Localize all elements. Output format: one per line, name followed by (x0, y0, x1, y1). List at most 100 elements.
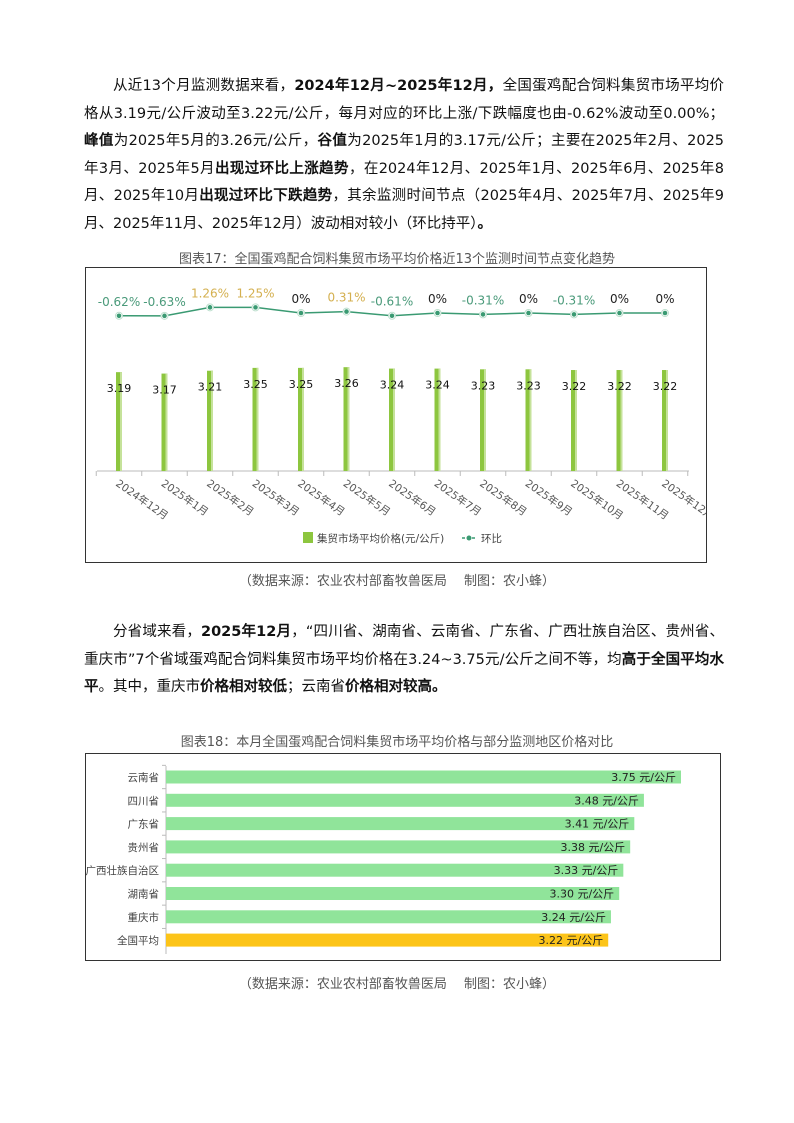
price-data-label: 3.24 (425, 379, 450, 392)
chart18-frame: 云南省 3.75 元/公斤 四川省 3.48 元/公斤 广东省 3.41 元/公斤 贵州省 3… (85, 753, 721, 961)
legend-bar-swatch (303, 532, 313, 543)
region-price-bar (166, 793, 644, 807)
body-text: ，其余监测时间节点（2025年4月、2025年7月、2025年9月、2025年1… (84, 188, 725, 232)
body-text: ，“四川省、湖南省、云南省、广东省、广西壮族自治区、贵州省、重庆市”7个省域蛋鸡… (84, 624, 724, 668)
region-label: 广东省 (128, 818, 160, 831)
price-bar-highlight (393, 368, 395, 471)
price-bar (298, 367, 304, 471)
price-data-label: 3.26 (334, 377, 359, 390)
emphasis-text: 峰值 (84, 133, 114, 149)
price-bar-highlight (302, 367, 304, 471)
price-bar (343, 367, 350, 471)
chart18-title: 图表18：本月全国蛋鸡配合饲料集贸市场平均价格与部分监测地区价格对比 (180, 735, 614, 750)
legend-line-label: 环比 (481, 532, 502, 545)
region-price-label: 3.24 元/公斤 (541, 911, 606, 924)
region-price-label: 3.75 元/公斤 (611, 771, 676, 784)
region-price-bar (166, 770, 681, 784)
mom-data-label: 0% (291, 292, 310, 306)
region-price-label: 3.38 元/公斤 (560, 841, 625, 854)
mom-data-label: 0% (610, 292, 629, 306)
mom-point (389, 313, 395, 319)
body-text: 从近13个月监测数据来看， (113, 78, 295, 94)
mom-data-label: 0% (519, 292, 538, 306)
mom-data-label: -0.61% (371, 295, 413, 309)
region-price-bar (166, 817, 635, 831)
price-bar-highlight (211, 370, 213, 471)
x-axis-label: 2025年8月 (477, 477, 529, 519)
mom-point (162, 313, 167, 319)
emphasis-text: 价格相对较低 (200, 679, 287, 695)
emphasis-text: 出现过环比下跌趋势 (199, 188, 333, 204)
mom-point (480, 312, 486, 317)
price-bar (161, 373, 168, 471)
mom-point (344, 309, 349, 314)
body-text: 为2025年5月的3.26元/公斤， (113, 133, 318, 149)
mom-data-label: -0.31% (462, 293, 504, 307)
mom-point (207, 305, 213, 310)
emphasis-text: 出现过环比上涨趋势 (214, 160, 349, 177)
mom-data-label: 1.26% (191, 286, 229, 300)
mom-data-label: 1.25% (236, 286, 274, 300)
mom-point (116, 313, 122, 319)
region-label: 云南省 (128, 771, 160, 784)
mom-point (253, 305, 258, 310)
region-label: 四川省 (128, 794, 160, 807)
legend-line-marker (466, 535, 472, 541)
region-label: 全国平均 (117, 934, 159, 947)
x-axis-label: 2025年3月 (250, 477, 302, 519)
body-text: ；云南省 (287, 679, 345, 695)
price-bar-highlight (666, 370, 668, 471)
price-data-label: 3.24 (380, 379, 405, 392)
price-bar-highlight (120, 372, 122, 471)
region-price-bar (166, 840, 631, 854)
price-data-label: 3.22 (607, 380, 632, 393)
x-axis-label: 2025年6月 (386, 477, 438, 519)
region-label: 重庆市 (128, 911, 160, 924)
price-bar (116, 372, 122, 471)
mom-data-label: 0.31% (327, 291, 365, 305)
price-data-label: 3.21 (198, 381, 223, 394)
region-label: 广西壮族自治区 (86, 864, 159, 877)
chart18-source-caption: （数据来源：农业农村部畜牧兽医局 制图：农小蜂） (238, 977, 556, 992)
price-bar (571, 370, 577, 471)
region-price-bar (166, 933, 609, 947)
price-data-label: 3.25 (243, 378, 268, 391)
emphasis-text: 谷值 (317, 133, 348, 149)
chart17-svg: 3.192024年12月-0.62%3.172025年1月-0.63%3.212… (95, 286, 717, 545)
mom-data-label: 0% (428, 292, 447, 306)
body-text: ，在2024年12月、2025年1月、2025年6月、2025年8月、2025年… (84, 160, 725, 205)
paragraph-province-comparison: 分省域来看，2025年12月，“四川省、湖南省、云南省、广东省、广西壮族自治区、… (84, 619, 724, 702)
mom-point (571, 312, 577, 317)
price-bar-highlight (484, 369, 486, 471)
body-text: 全国蛋鸡配合饲料集贸市场平均价格从3.19元/公斤波动至3.22元/公斤，每月对… (84, 78, 725, 122)
price-bar-highlight (575, 370, 577, 471)
region-price-label: 3.33 元/公斤 (554, 864, 619, 877)
mom-point (617, 310, 622, 316)
price-bar (252, 367, 259, 471)
price-bar (662, 370, 668, 471)
price-data-label: 3.17 (152, 384, 177, 397)
price-bar (389, 368, 395, 471)
price-data-label: 3.25 (289, 378, 314, 391)
region-label: 湖南省 (128, 888, 160, 901)
emphasis-text: 。 (477, 215, 492, 232)
region-price-bar (166, 910, 611, 924)
emphasis-text: 高于全国平均水平 (84, 651, 724, 696)
price-bar (616, 370, 623, 471)
mom-data-label: -0.31% (553, 293, 595, 307)
x-axis-label: 2025年7月 (432, 477, 484, 519)
x-axis-label: 2025年5月 (341, 477, 393, 519)
body-text: 。其中，重庆市 (98, 679, 201, 695)
price-bar (525, 369, 532, 471)
price-bar-highlight (529, 369, 532, 471)
emphasis-text: 2024年12月~2025年12月， (294, 78, 503, 94)
price-bar-highlight (620, 370, 623, 471)
chart17-frame: 3.19 2024年12月 -0.62% 3.17 2025年1月 -0.63% 3.21 2… (85, 267, 717, 563)
emphasis-text: 价格相对较高。 (345, 679, 447, 695)
price-data-label: 3.22 (653, 380, 678, 393)
price-data-label: 3.22 (562, 380, 587, 393)
mom-point (298, 310, 304, 316)
legend-bar-label: 集贸市场平均价格(元/公斤) (317, 532, 444, 545)
price-bar-highlight (347, 367, 350, 471)
